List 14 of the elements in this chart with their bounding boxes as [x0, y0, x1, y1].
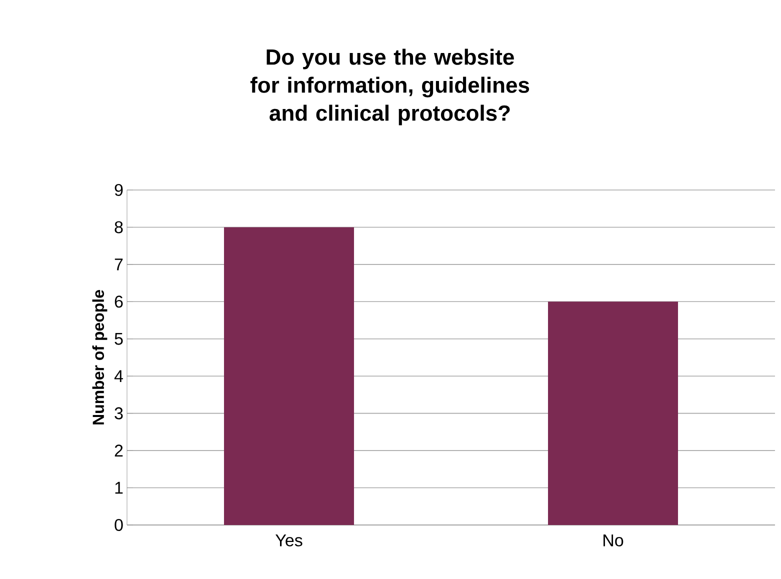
- y-tick-label: 2: [114, 444, 123, 456]
- y-tick-label: 4: [114, 370, 123, 382]
- y-tick-label: 3: [114, 407, 123, 420]
- y-axis-title: Number of people: [92, 290, 108, 424]
- y-tick-label: 8: [114, 221, 123, 234]
- x-tick-label: No: [604, 534, 624, 546]
- y-tick-label: 0: [114, 518, 123, 532]
- x-tick-label: Yes: [276, 534, 302, 546]
- chart-title: Do you use the website for information, guidelines and clinical protocols?: [250, 48, 530, 126]
- y-tick-label: 6: [114, 296, 123, 308]
- y-tick-label: 9: [114, 184, 123, 196]
- y-tick-label: 5: [114, 332, 123, 345]
- y-tick-label: 7: [114, 258, 123, 270]
- y-tick-label: 1: [115, 482, 123, 494]
